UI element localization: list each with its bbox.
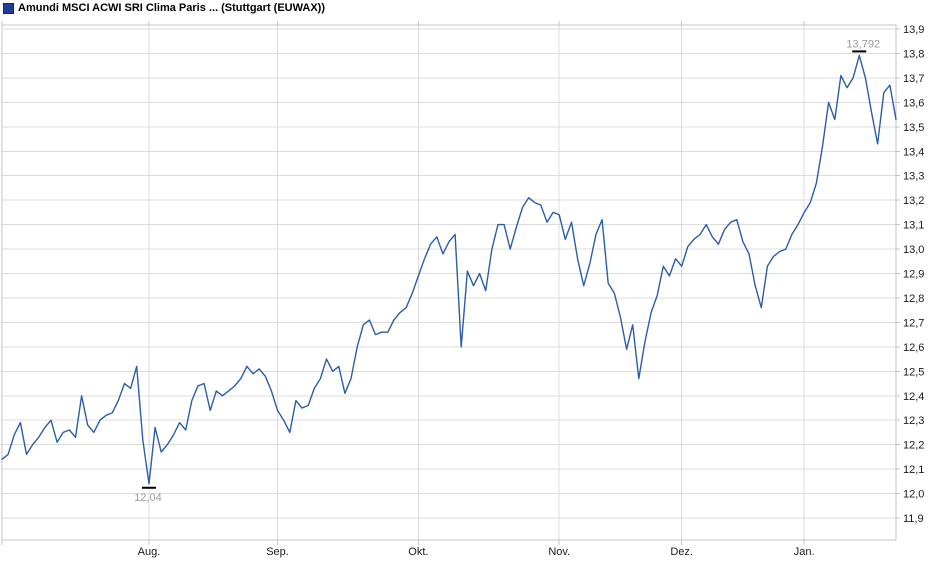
plot-border <box>1 24 897 541</box>
y-axis-tick-label: 12,3 <box>903 415 924 427</box>
y-axis-tick-label: 13,8 <box>903 48 924 60</box>
y-axis-tick-label: 12,8 <box>903 293 924 305</box>
y-axis-tick-label: 12,9 <box>903 269 924 281</box>
x-axis-month-label: Dez. <box>670 546 693 558</box>
y-axis-tick-label: 13,4 <box>903 146 924 158</box>
x-axis-month-label: Nov. <box>548 546 570 558</box>
y-axis-tick-label: 13,1 <box>903 220 924 232</box>
y-axis-tick-label: 12,0 <box>903 489 924 501</box>
high-marker-label: 13,792 <box>846 38 880 50</box>
y-axis-tick-label: 13,0 <box>903 244 924 256</box>
y-axis-tick-label: 12,2 <box>903 440 924 452</box>
y-axis-tick-label: 13,3 <box>903 171 924 183</box>
y-axis-tick-label: 11,9 <box>903 513 924 525</box>
y-axis-tick-label: 13,5 <box>903 122 924 134</box>
series-legend-swatch-icon <box>3 3 14 14</box>
y-axis-tick-label: 12,7 <box>903 317 924 329</box>
y-axis-tick-label: 13,7 <box>903 73 924 85</box>
x-axis-month-label: Aug. <box>138 546 161 558</box>
y-axis-tick-label: 13,2 <box>903 195 924 207</box>
low-marker-label: 12,04 <box>134 492 162 504</box>
y-axis-tick-label: 12,6 <box>903 342 924 354</box>
chart-title: Amundi MSCI ACWI SRI Clima Paris ... (St… <box>18 2 325 14</box>
y-axis-tick-label: 13,6 <box>903 97 924 109</box>
legend: Amundi MSCI ACWI SRI Clima Paris ... (St… <box>3 2 325 14</box>
y-axis-tick-label: 13,9 <box>903 24 924 36</box>
y-axis-tick-label: 12,5 <box>903 366 924 378</box>
price-line <box>1 54 897 485</box>
y-axis-tick-label: 12,1 <box>903 464 924 476</box>
x-axis-month-label: Sep. <box>266 546 289 558</box>
x-axis-month-label: Jan. <box>794 546 815 558</box>
x-axis-month-label: Okt. <box>408 546 428 558</box>
y-axis-tick-label: 12,4 <box>903 391 924 403</box>
